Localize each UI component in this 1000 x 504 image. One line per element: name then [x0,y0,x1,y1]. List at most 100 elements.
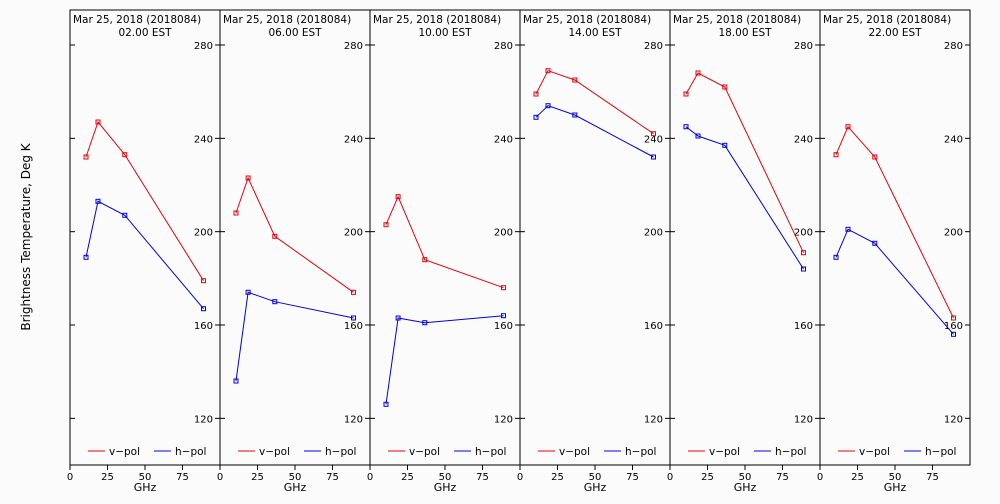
x-tick-label: 0 [517,472,523,483]
v-pol-line [835,125,954,319]
h-pol-point [83,254,89,260]
y-tick-label: 240 [494,134,513,145]
v-pol-point [501,285,506,291]
h-pol-point [722,142,728,148]
h-pol-point [95,198,101,204]
y-tick-label: 240 [794,134,813,145]
y-tick-label: 280 [944,41,963,52]
y-tick-label: 120 [344,414,363,425]
panel-title: Mar 25, 2018 (2018084) [73,14,201,26]
h-pol-line [535,105,654,158]
y-tick-label: 160 [644,321,663,332]
h-pol-point [872,240,878,246]
h-pol-point [233,378,239,384]
v-pol-point [651,131,656,137]
x-tick-label: 50 [739,472,752,483]
h-pol-point [951,331,956,337]
h-pol-point [272,299,278,305]
x-tick-label: 75 [626,472,639,483]
x-tick-label: 75 [176,472,189,483]
v-pol-point [245,175,251,181]
y-tick-label: 200 [344,228,363,239]
y-tick-label: 280 [194,41,213,52]
x-tick-label: 25 [551,472,564,483]
y-tick-label: 200 [794,228,813,239]
x-axis-label: GHz [434,481,457,494]
v-pol-point [383,222,389,228]
panel-subtitle: 02.00 EST [118,27,172,39]
h-pol-point [501,313,506,319]
legend-v-label: v−pol [559,446,590,458]
panel-title: Mar 25, 2018 (2018084) [523,14,651,26]
h-pol-point [245,289,251,295]
y-tick-label: 240 [944,134,963,145]
v-pol-point [833,152,839,158]
x-tick-label: 25 [701,472,714,483]
x-axis-label: GHz [734,481,757,494]
h-pol-point [833,254,839,260]
legend-v-label: v−pol [709,446,740,458]
y-tick-label: 200 [494,228,513,239]
legend-h-label: h−pol [925,446,956,458]
x-tick-label: 75 [926,472,939,483]
legend-v-label: v−pol [409,446,440,458]
x-axis-label: GHz [134,481,157,494]
x-tick-label: 25 [251,472,264,483]
x-tick-label: 50 [289,472,302,483]
v-pol-point [533,91,539,97]
v-pol-line [385,195,504,289]
h-pol-point [845,226,851,232]
x-tick-label: 75 [476,472,489,483]
h-pol-point [422,320,428,326]
y-tick-label: 200 [644,228,663,239]
v-pol-point [422,257,428,263]
y-tick-label: 240 [344,134,363,145]
v-pol-line [235,176,354,293]
panel-subtitle: 22.00 EST [868,27,922,39]
y-tick-label: 280 [794,41,813,52]
v-pol-point [351,289,356,295]
y-axis-label: Brightness Temperature, Deg K [19,142,33,330]
x-tick-label: 75 [326,472,339,483]
y-tick-label: 120 [644,414,663,425]
v-pol-point [845,124,851,130]
y-tick-label: 240 [644,134,663,145]
v-pol-point [722,84,728,90]
legend-h-label: h−pol [475,446,506,458]
h-pol-point [683,124,689,130]
v-pol-point [201,278,206,284]
h-pol-point [801,266,806,272]
y-tick-label: 120 [194,414,213,425]
panel-title: Mar 25, 2018 (2018084) [823,14,951,26]
h-pol-point [122,212,128,218]
h-pol-point [572,112,578,118]
v-pol-point [233,210,239,216]
v-pol-line [535,70,654,135]
y-tick-label: 280 [644,41,663,52]
panel-subtitle: 18.00 EST [718,27,772,39]
v-pol-point [395,194,401,200]
y-tick-label: 240 [194,134,213,145]
h-pol-line [235,291,354,382]
panel-subtitle: 10.00 EST [418,27,472,39]
x-tick-label: 0 [817,472,823,483]
y-tick-label: 120 [794,414,813,425]
panel-subtitle: 06.00 EST [268,27,322,39]
v-pol-point [801,250,806,256]
v-pol-point [951,315,956,321]
legend-h-label: h−pol [175,446,206,458]
panel-title: Mar 25, 2018 (2018084) [673,14,801,26]
x-tick-label: 50 [139,472,152,483]
panel-title: Mar 25, 2018 (2018084) [223,14,351,26]
y-tick-label: 160 [344,321,363,332]
x-tick-label: 25 [101,472,114,483]
y-tick-label: 160 [944,321,963,332]
x-axis-label: GHz [284,481,307,494]
legend-v-label: v−pol [259,446,290,458]
v-pol-line [85,120,204,281]
y-tick-label: 200 [194,228,213,239]
legend-h-label: h−pol [625,446,656,458]
x-tick-label: 50 [439,472,452,483]
